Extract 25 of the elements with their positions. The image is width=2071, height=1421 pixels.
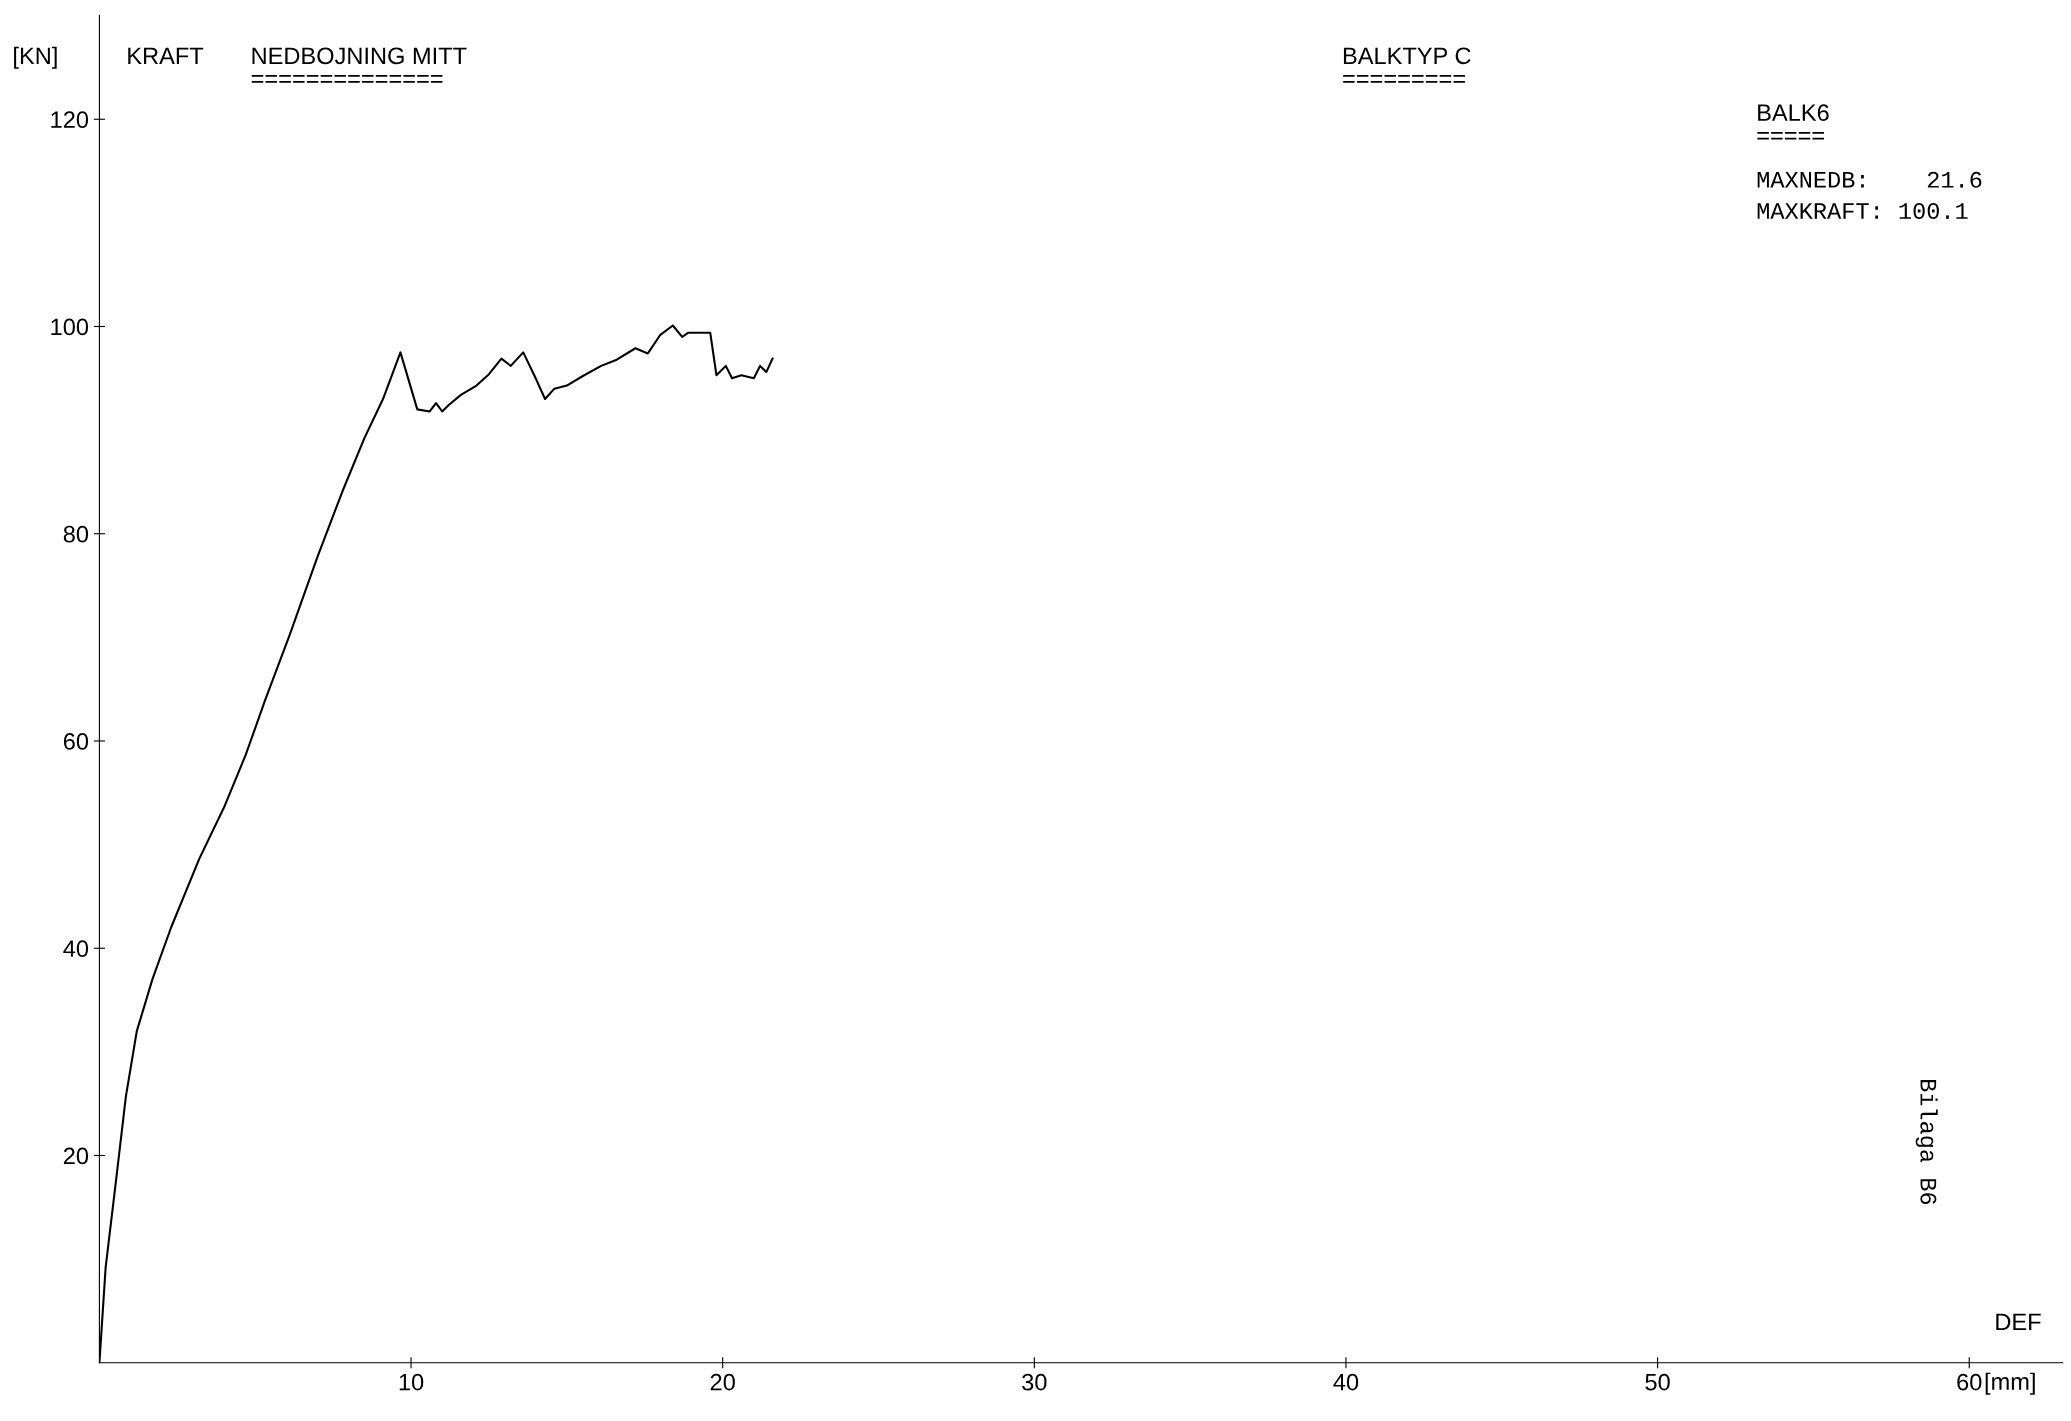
x-tick-label: 60 [1957, 1373, 1982, 1391]
y-tick-label: 100 [51, 318, 89, 336]
y-tick-label: 120 [51, 111, 89, 129]
y-tick-label: 60 [63, 733, 89, 750]
annotation: ========= [1343, 75, 1465, 83]
annotation: KRAFT [128, 47, 204, 64]
x-tick-label: 10 [399, 1373, 424, 1391]
annotation: Bilaga B6 [1915, 1079, 1938, 1205]
annotation: MAXNEDB: 21.6 [1757, 171, 1982, 188]
x-tick-label: 50 [1645, 1373, 1670, 1391]
text: NEDBOJNING MITT [252, 47, 467, 65]
x-tick-label: 30 [1022, 1373, 1047, 1391]
text: [mm] [1985, 1372, 2035, 1395]
annotation: ============== [251, 75, 443, 83]
y-tick-label: 80 [63, 525, 89, 543]
y-tick-label: 20 [63, 1147, 89, 1165]
y-axis-title: [KN] [14, 46, 57, 69]
y-tick-label: 40 [63, 940, 89, 958]
x-tick-label: 40 [1333, 1373, 1359, 1391]
x-tick-label: 20 [710, 1373, 735, 1391]
text: BALKTYP C [1343, 47, 1471, 65]
annotation: ===== [1757, 131, 1824, 140]
annotation: BALK6 [1758, 104, 1829, 122]
annotation: MAXKRAFT: 100.1 [1757, 203, 1968, 220]
x-axis-title: DEF [1996, 1313, 2041, 1331]
